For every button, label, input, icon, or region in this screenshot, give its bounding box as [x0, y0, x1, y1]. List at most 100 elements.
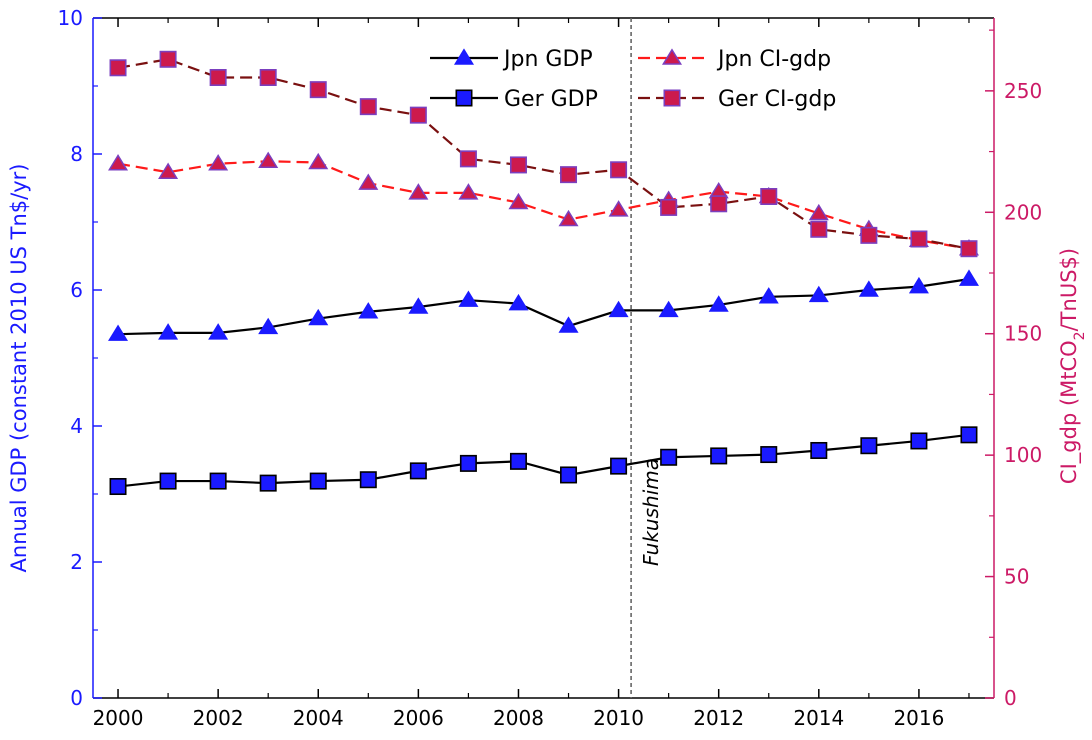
- axis-ticks: 2000 2002 2004 2006 2008 2010 2012 2014 20160246…: [58, 6, 1043, 730]
- fukushima-label: Fukushima: [639, 458, 663, 566]
- x-tick-label: 2016: [893, 706, 944, 730]
- left-y-tick-label: 2: [70, 550, 83, 574]
- legend-marker-ger-gdp: [455, 89, 473, 107]
- point-ger-ci-gdp: [159, 50, 177, 68]
- point-jpn-gdp: [658, 300, 679, 318]
- series-lines: [117, 58, 970, 488]
- point-ger-gdp: [860, 437, 878, 455]
- legend-label-jpn-ci-gdp: Jpn CI-gdp: [716, 47, 831, 72]
- point-jpn-gdp: [208, 323, 229, 340]
- point-ger-gdp: [359, 471, 377, 489]
- legend-marker-ger-ci-gdp: [663, 89, 681, 107]
- x-tick-label: 2014: [793, 706, 844, 730]
- point-jpn-gdp: [808, 285, 829, 303]
- legend-label-ger-gdp: Ger GDP: [504, 87, 598, 112]
- point-ger-gdp: [660, 448, 678, 466]
- point-ger-ci-gdp: [359, 98, 377, 116]
- plot-frame: [92, 17, 995, 699]
- legend-label-jpn-gdp: Jpn GDP: [502, 47, 593, 72]
- x-tick-label: 2002: [193, 706, 244, 730]
- axis-titles: Annual GDP (constant 2010 US Tn$/yr) CI_g…: [7, 164, 1088, 573]
- left-y-tick-label: 4: [70, 414, 83, 438]
- point-ger-ci-gdp: [259, 69, 277, 87]
- point-ger-ci-gdp: [309, 81, 327, 99]
- x-tick-label: 2000: [93, 706, 144, 730]
- point-ger-gdp: [159, 472, 177, 490]
- point-jpn-gdp: [958, 269, 979, 286]
- point-ger-gdp: [459, 454, 477, 472]
- point-ger-gdp: [209, 472, 227, 490]
- point-ger-ci-gdp: [910, 230, 928, 248]
- point-ger-gdp: [560, 466, 578, 484]
- left-y-tick-label: 8: [70, 142, 83, 166]
- point-jpn-ci-gdp: [508, 192, 529, 210]
- point-ger-ci-gdp: [710, 195, 728, 213]
- legend: Jpn GDP Ger GDP Jpn CI-gdp Ger CI-gdp: [430, 47, 836, 112]
- left-y-tick-label: 6: [70, 278, 83, 302]
- point-jpn-gdp: [758, 287, 779, 304]
- point-jpn-gdp: [308, 308, 329, 326]
- point-jpn-ci-gdp: [608, 200, 629, 217]
- point-ger-gdp: [259, 474, 277, 492]
- point-jpn-gdp: [908, 276, 929, 294]
- left-y-tick-label: 0: [70, 686, 83, 710]
- right-y-tick-label: 150: [1004, 322, 1042, 346]
- x-tick-label: 2006: [393, 706, 444, 730]
- point-jpn-ci-gdp: [558, 209, 579, 227]
- point-ger-gdp: [509, 452, 527, 470]
- point-jpn-gdp: [558, 316, 579, 333]
- point-jpn-gdp: [108, 324, 129, 341]
- right-y-tick-label: 200: [1004, 200, 1042, 224]
- point-jpn-gdp: [608, 300, 629, 318]
- point-jpn-gdp: [458, 290, 479, 307]
- point-ger-ci-gdp: [660, 198, 678, 216]
- right-y-tick-label: 250: [1004, 79, 1042, 103]
- point-ger-gdp: [610, 457, 628, 475]
- point-jpn-ci-gdp: [208, 154, 229, 171]
- point-ger-gdp: [710, 447, 728, 465]
- series-line-jpn-ci-gdp: [117, 160, 970, 250]
- series-line-ger-gdp: [117, 433, 970, 488]
- point-ger-gdp: [109, 478, 127, 496]
- point-jpn-gdp: [408, 297, 429, 314]
- point-jpn-gdp: [508, 293, 529, 311]
- x-tick-label: 2012: [693, 706, 744, 730]
- point-jpn-ci-gdp: [808, 203, 829, 221]
- x-tick-label: 2010: [593, 706, 644, 730]
- point-jpn-gdp: [158, 323, 179, 340]
- right-y-tick-label: 100: [1004, 443, 1042, 467]
- point-ger-ci-gdp: [109, 59, 127, 77]
- legend-marker-jpn-gdp: [453, 48, 475, 65]
- point-jpn-ci-gdp: [108, 154, 129, 171]
- point-jpn-ci-gdp: [458, 183, 479, 200]
- legend-label-ger-ci-gdp: Ger CI-gdp: [718, 87, 836, 112]
- left-y-axis-title: Annual GDP (constant 2010 US Tn$/yr): [7, 164, 31, 573]
- point-ger-gdp: [960, 426, 978, 444]
- right-y-tick-label: 0: [1004, 686, 1017, 710]
- point-jpn-ci-gdp: [308, 152, 329, 170]
- point-jpn-gdp: [858, 280, 879, 297]
- point-jpn-ci-gdp: [408, 183, 429, 200]
- point-ger-ci-gdp: [810, 220, 828, 238]
- point-jpn-ci-gdp: [258, 151, 279, 169]
- point-jpn-ci-gdp: [358, 173, 379, 190]
- point-ger-gdp: [810, 441, 828, 459]
- point-jpn-ci-gdp: [158, 162, 179, 179]
- point-ger-gdp: [409, 462, 427, 480]
- x-tick-label: 2004: [293, 706, 344, 730]
- point-ger-ci-gdp: [209, 69, 227, 87]
- x-tick-label: 2008: [493, 706, 544, 730]
- right-y-axis-title: CI_gdp (MtCO2/TnUS$): [1057, 248, 1088, 484]
- point-ger-ci-gdp: [760, 188, 778, 206]
- point-jpn-gdp: [358, 302, 379, 319]
- point-ger-gdp: [910, 432, 928, 450]
- series-markers: [108, 50, 979, 496]
- fukushima-marker: Fukushima: [630, 18, 663, 698]
- point-ger-ci-gdp: [509, 156, 527, 174]
- point-ger-ci-gdp: [459, 150, 477, 168]
- point-ger-gdp: [309, 472, 327, 490]
- legend-marker-jpn-ci-gdp: [661, 48, 683, 65]
- point-ger-ci-gdp: [409, 106, 427, 124]
- point-ger-ci-gdp: [860, 226, 878, 244]
